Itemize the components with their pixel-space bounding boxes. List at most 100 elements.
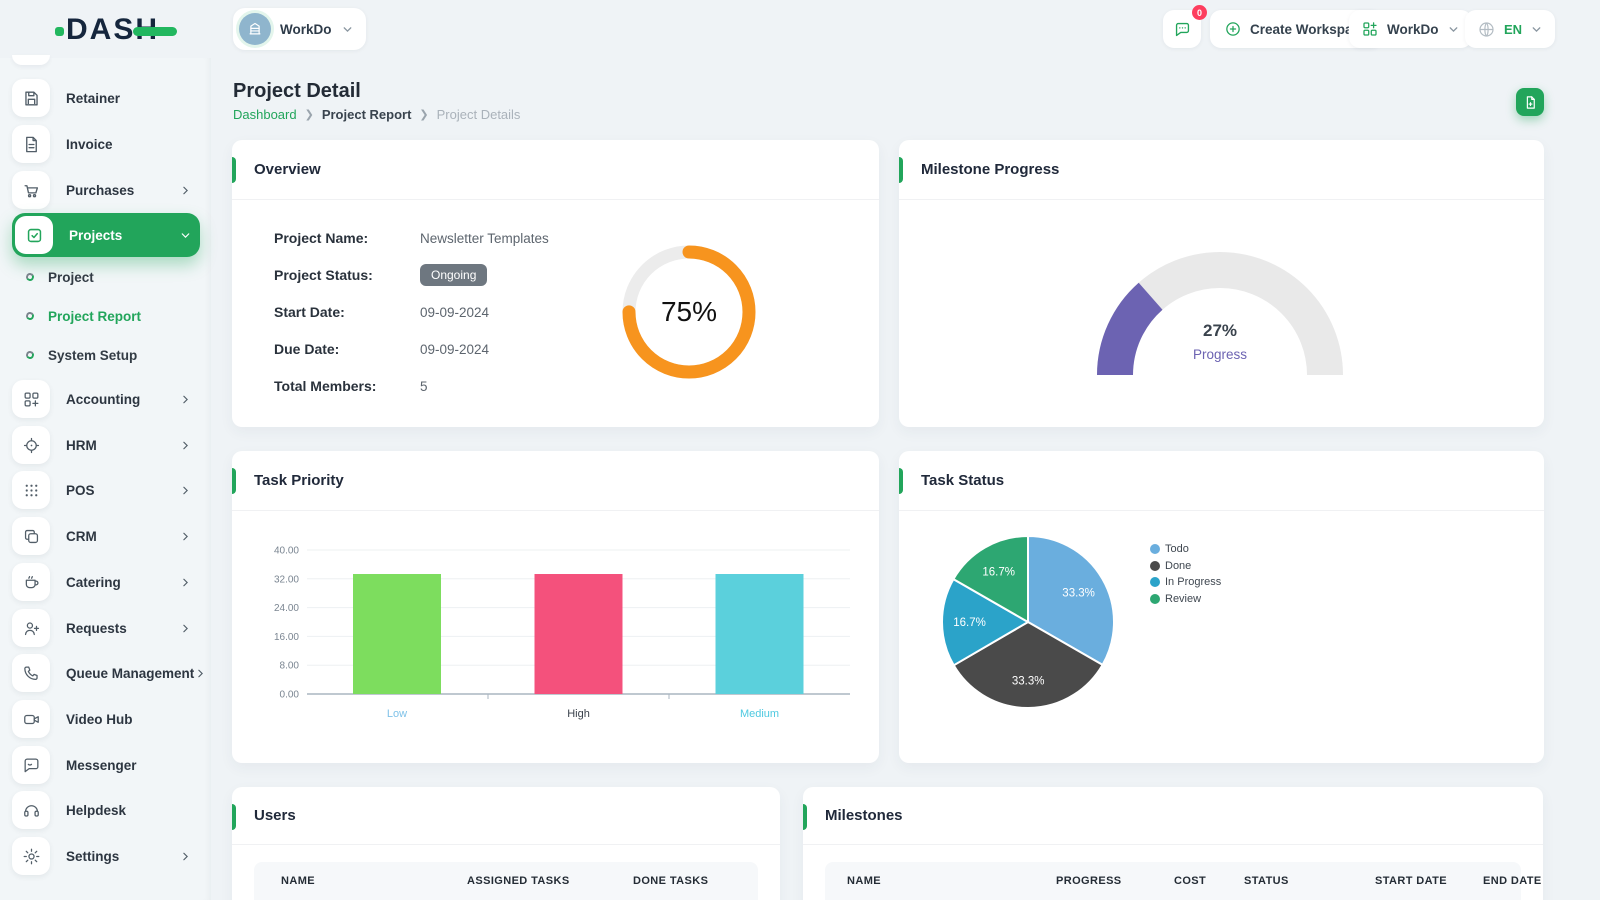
status-badge: Ongoing [420, 264, 488, 286]
pie-slice-label: 16.7% [982, 566, 1015, 578]
overview-card-title: Overview [254, 161, 321, 178]
gauge-label: Progress [1192, 347, 1248, 362]
breadcrumb-dashboard[interactable]: Dashboard [233, 107, 297, 122]
sidebar-item-pos[interactable]: POS [12, 470, 200, 510]
sidebar-item-helpdesk[interactable]: Helpdesk [12, 790, 200, 830]
bar-medium[interactable] [715, 574, 804, 694]
globe-icon [1477, 20, 1496, 39]
chat-icon [1173, 20, 1192, 39]
language-code: EN [1504, 21, 1523, 37]
chevron-right-icon [179, 576, 192, 589]
sidebar-item-accounting[interactable]: Accounting [12, 379, 200, 419]
user-plus-icon [24, 621, 39, 635]
logo-bar [133, 27, 178, 36]
legend-item-todo[interactable]: Todo [1150, 543, 1221, 555]
dash-logo[interactable]: DASH [55, 13, 178, 47]
chevron-right-icon: ❯ [304, 109, 314, 121]
column-header-progress: PROGRESS [1056, 875, 1122, 887]
pos-grid-icon [25, 484, 37, 496]
sidebar-item-messenger[interactable]: Messenger [12, 745, 200, 785]
project-name-value: Newsletter Templates [420, 230, 549, 246]
headset-icon [23, 804, 39, 817]
card-accent [899, 468, 903, 494]
milestone-card-title: Milestone Progress [921, 161, 1060, 178]
pie-slice-label: 33.3% [1062, 588, 1095, 600]
video-camera-icon [23, 714, 39, 724]
coffee-cup-icon [25, 575, 39, 588]
sidebar-item-video-hub[interactable]: Video Hub [12, 699, 200, 739]
y-axis-tick-label: 16.00 [274, 632, 299, 643]
messages-button[interactable]: 0 [1163, 5, 1207, 48]
sidebar-item-crm[interactable]: CRM [12, 516, 200, 556]
y-axis-tick-label: 24.00 [274, 603, 299, 614]
task-status-title: Task Status [921, 472, 1005, 489]
column-header-assigned-tasks: ASSIGNED TASKS [467, 875, 570, 887]
accounting-icon [24, 392, 38, 406]
legend-item-in-progress[interactable]: In Progress [1150, 576, 1221, 588]
pie-slice-review[interactable] [952, 535, 1029, 623]
create-workspace-label: Create Workspace [1250, 21, 1368, 37]
chevron-right-icon [179, 850, 192, 863]
bullet-icon [25, 350, 35, 360]
chevron-down-icon [179, 229, 192, 242]
sidebar-subitem-system-setup[interactable]: System Setup [25, 340, 196, 370]
card-accent [803, 804, 807, 830]
language-selector[interactable]: EN [1465, 10, 1556, 48]
card-accent [899, 157, 903, 183]
breadcrumb-project-report[interactable]: Project Report [321, 107, 412, 122]
app-switcher-button[interactable]: WorkDo [1349, 10, 1472, 48]
sidebar-subitem-project[interactable]: Project [25, 262, 196, 292]
task-priority-title: Task Priority [254, 472, 344, 489]
legend-dot [1150, 577, 1160, 587]
hrm-icon [23, 437, 39, 453]
overview-card: Overview Project Name: Newsletter Templat… [232, 140, 879, 427]
bar-high[interactable] [534, 574, 623, 694]
page-title: Project Detail [233, 80, 361, 102]
workspace-switcher[interactable]: WorkDo [233, 8, 366, 50]
chat-bubble-icon [24, 758, 38, 772]
task-status-card: Task Status 33.3% 33.3% 16.7% 16.7% Todo Do… [899, 451, 1544, 763]
field-label: Total Members: [274, 378, 377, 394]
legend-item-done[interactable]: Done [1150, 560, 1221, 572]
breadcrumb: Dashboard ❯ Project Report ❯ Project Det… [233, 107, 520, 122]
sidebar-item-retainer[interactable]: Retainer [12, 78, 200, 118]
y-axis-tick-label: 0.00 [280, 690, 300, 701]
chevron-right-icon [194, 667, 207, 680]
x-axis-category-label: Medium [740, 708, 779, 720]
pie-slice-done[interactable] [952, 621, 1104, 709]
sidebar-item-invoice[interactable]: Invoice [12, 124, 200, 164]
sidebar-item-projects[interactable]: Projects [12, 213, 200, 257]
pie-slice-label: 33.3% [1012, 675, 1045, 687]
sidebar-item-hrm[interactable]: HRM [12, 425, 200, 465]
bullet-icon [25, 311, 35, 321]
milestones-card: Milestones NAME PROGRESS COST STATUS STA… [803, 787, 1543, 900]
sidebar-subitem-project-report[interactable]: Project Report [25, 301, 196, 331]
chevron-right-icon [179, 622, 192, 635]
sidebar-item-requests[interactable]: Requests [12, 608, 200, 648]
sidebar-item-queue-management[interactable]: Queue Management [12, 653, 204, 693]
legend-dot [1150, 560, 1160, 571]
chevron-right-icon [179, 184, 192, 197]
sidebar-item-catering[interactable]: Catering [12, 562, 200, 602]
invoice-icon [25, 136, 37, 152]
sidebar-item-settings[interactable]: Settings [12, 836, 200, 876]
export-report-button[interactable] [1516, 88, 1544, 116]
legend-item-review[interactable]: Review [1150, 593, 1221, 605]
y-axis-tick-label: 8.00 [280, 661, 300, 672]
start-date-value: 09-09-2024 [420, 304, 490, 320]
users-table-header: NAME ASSIGNED TASKS DONE TASKS [254, 862, 758, 900]
breadcrumb-current: Project Details [436, 107, 521, 122]
due-date-value: 09-09-2024 [420, 341, 490, 357]
bar-low[interactable] [353, 574, 441, 694]
column-header-cost: COST [1174, 875, 1207, 887]
pie-slice-in-progress[interactable] [941, 578, 1029, 667]
sidebar-item-purchases[interactable]: Purchases [12, 170, 200, 210]
app-switcher-label: WorkDo [1387, 21, 1439, 37]
pie-slice-todo[interactable] [1027, 535, 1115, 666]
column-header-name: NAME [281, 875, 315, 887]
milestone-gauge-chart: 27% Progress [1080, 235, 1360, 385]
gauge-percent: 27% [1202, 321, 1238, 340]
milestones-card-title: Milestones [825, 807, 903, 824]
sidebar-item-partial [12, 55, 50, 65]
column-header-start-date: START DATE [1375, 875, 1448, 887]
